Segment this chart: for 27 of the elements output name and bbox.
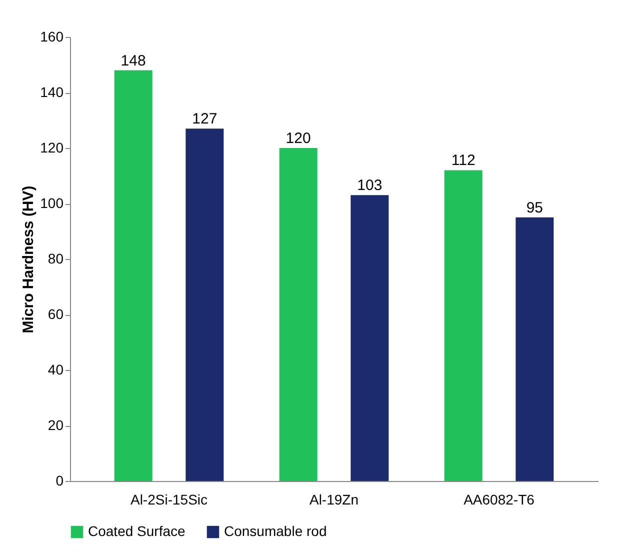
bar	[279, 148, 318, 481]
y-tick-label: 60	[48, 306, 64, 322]
data-label: 103	[357, 177, 382, 194]
data-label: 95	[526, 199, 544, 216]
y-tick-label: 0	[56, 472, 64, 488]
y-axis-title: Micro Hardness (HV)	[20, 186, 38, 334]
bar	[186, 128, 224, 481]
y-tick-label: 160	[40, 28, 64, 44]
bar	[114, 70, 152, 481]
data-label: 127	[192, 110, 218, 128]
data-label: 112	[451, 152, 476, 170]
y-tick-label: 120	[40, 140, 64, 156]
bar	[350, 195, 389, 481]
x-tick-label: Al-19Zn	[309, 492, 359, 508]
bar	[444, 170, 482, 481]
y-tick-label: 20	[48, 417, 64, 433]
x-tick-label: AA6082-T6	[464, 492, 535, 508]
y-tick-label: 100	[40, 195, 64, 211]
data-label: 148	[120, 52, 146, 70]
x-tick-label: Al-2Si-15Sic	[130, 492, 208, 508]
y-tick-label: 40	[48, 362, 64, 378]
y-tick-label: 80	[48, 250, 64, 266]
legend-label: Consumable rod	[224, 523, 327, 539]
bar	[516, 217, 554, 481]
data-label: 120	[286, 130, 311, 147]
y-tick-label: 140	[40, 84, 64, 100]
legend-label: Coated Surface	[88, 523, 186, 539]
